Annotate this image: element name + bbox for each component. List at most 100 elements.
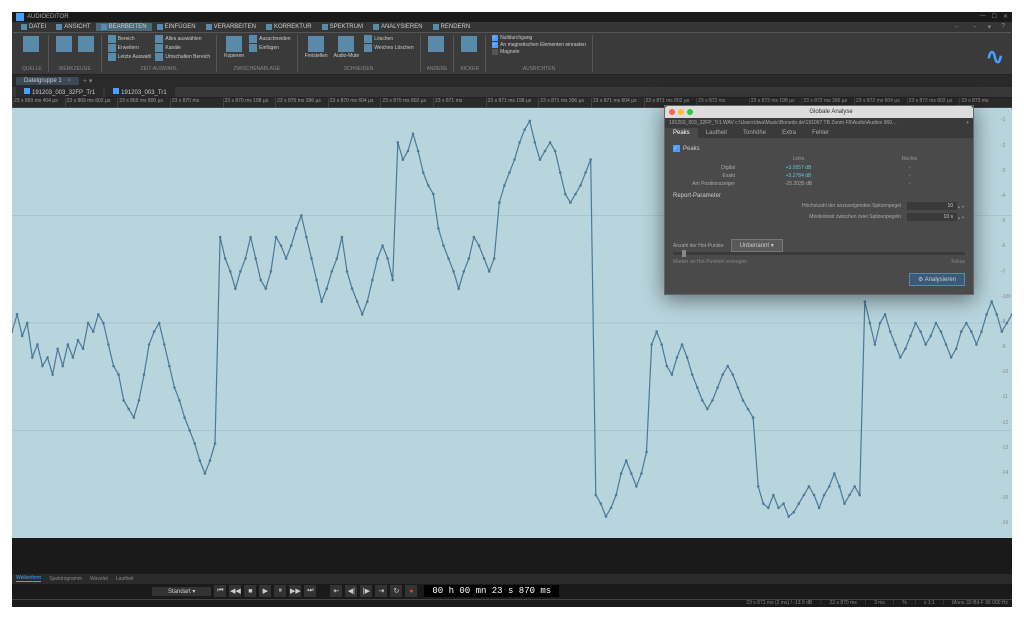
- level-tick: -4: [1001, 193, 1012, 199]
- nav-fwd-icon[interactable]: →: [968, 23, 981, 31]
- hotpoints-slider[interactable]: [673, 252, 965, 255]
- preset-select[interactable]: Standart ▾: [152, 587, 211, 596]
- level-tick: -7: [1001, 269, 1012, 275]
- stop-icon[interactable]: ■: [244, 585, 256, 597]
- file-tab[interactable]: 191203_003_Tr1: [105, 87, 174, 97]
- menu-rendern[interactable]: RENDERN: [428, 23, 476, 31]
- time-display: 00 h 00 mn 23 s 870 ms: [424, 585, 559, 597]
- ribbon-group-andere: ANDERE: [421, 35, 455, 73]
- level-tick: -16: [1001, 520, 1012, 526]
- ribbon-item[interactable]: Einfügen: [249, 44, 290, 52]
- dialog-titlebar[interactable]: Globale Analyse: [665, 106, 973, 118]
- ribbon-button[interactable]: [22, 35, 40, 54]
- ribbon-item[interactable]: Bereich: [108, 35, 152, 43]
- add-tab-icon[interactable]: + ▾: [83, 77, 93, 85]
- ribbon-item[interactable]: Ausschneiden: [249, 35, 290, 43]
- ribbon-group-quelle: QUELLE: [16, 35, 49, 73]
- nav-drop-icon[interactable]: ▾: [985, 23, 995, 31]
- loop-start-icon[interactable]: ⇤: [330, 585, 342, 597]
- play-icon[interactable]: ▶: [259, 585, 271, 597]
- ribbon-group-werkzeuge: WERKZEUGE: [49, 35, 102, 73]
- ribbon-button[interactable]: Freistellen: [304, 35, 329, 60]
- next-marker-icon[interactable]: |▶: [360, 585, 372, 597]
- time-tick: 23 s 870 ms 396 µs: [275, 98, 328, 107]
- dialog-tab-extra[interactable]: Extra: [774, 128, 804, 138]
- loop-end-icon[interactable]: ⇥: [375, 585, 387, 597]
- level-tick: -3: [1001, 168, 1012, 174]
- menu-ansicht[interactable]: ANSICHT: [51, 23, 95, 31]
- ribbon-button[interactable]: [55, 35, 73, 54]
- maximize-icon[interactable]: ☐: [992, 13, 997, 20]
- dialog-tab-peaks[interactable]: Peaks: [665, 128, 698, 138]
- loop-icon[interactable]: ↻: [390, 585, 402, 597]
- ribbon-item[interactable]: Erweitern: [108, 44, 152, 52]
- dialog-tab-fehler[interactable]: Fehler: [804, 128, 837, 138]
- column-header: Rechts: [854, 156, 965, 162]
- view-tab-spektrogramm[interactable]: Spektrogramm: [49, 576, 82, 582]
- view-tab-wavelet[interactable]: Wavelet: [90, 576, 108, 582]
- minimize-icon[interactable]: —: [980, 13, 986, 20]
- close-icon[interactable]: ×: [67, 78, 71, 84]
- ribbon-checkbox[interactable]: ✓Nulldurchgang: [492, 35, 586, 41]
- help-icon[interactable]: ?: [998, 23, 1008, 31]
- checkbox-label: Peaks: [683, 146, 700, 152]
- menu-bearbeiten[interactable]: BEARBEITEN: [96, 23, 152, 31]
- menu-spektrum[interactable]: SPEKTRUM: [317, 23, 368, 31]
- rename-button[interactable]: Unbenannt ▾: [731, 239, 783, 252]
- dialog-tab-tonhöhe[interactable]: Tonhöhe: [735, 128, 774, 138]
- file-tab[interactable]: 191203_003_32FP_Tr1: [16, 87, 103, 97]
- skip-start-icon[interactable]: ⏮: [214, 585, 226, 597]
- nav-back-icon[interactable]: ←: [951, 23, 964, 31]
- menu-analysieren[interactable]: ANALYSIEREN: [368, 23, 428, 31]
- ribbon-item[interactable]: Umschalten Bereich: [155, 53, 210, 61]
- ribbon-checkbox[interactable]: ✓An magnetischen Elementen einrasten: [492, 42, 586, 48]
- spinner-icon[interactable]: ▲▼: [957, 215, 965, 220]
- ribbon-button[interactable]: [77, 35, 95, 54]
- ribbon-button[interactable]: [427, 35, 445, 54]
- prev-marker-icon[interactable]: ◀|: [345, 585, 357, 597]
- ribbon-checkbox[interactable]: Magnete: [492, 49, 586, 55]
- ribbon-button[interactable]: Audio-Mute: [333, 35, 361, 60]
- doc-tab-label: Dateigruppe 1: [24, 78, 62, 84]
- menu-korrektur[interactable]: KORREKTUR: [261, 23, 317, 31]
- skip-end-icon[interactable]: ⏭: [304, 585, 316, 597]
- ribbon-group-ausrichten: ✓Nulldurchgang✓An magnetischen Elementen…: [486, 35, 593, 73]
- param-input[interactable]: 10: [907, 202, 957, 210]
- record-icon[interactable]: ●: [405, 585, 417, 597]
- ribbon-item[interactable]: Letzte Auswahl: [108, 53, 152, 61]
- level-tick: -6: [1001, 243, 1012, 249]
- param-input[interactable]: 10 s: [907, 213, 957, 221]
- ribbon-group-zwischenablage: KopierenAusschneidenEinfügenZWISCHENABLA…: [217, 35, 297, 73]
- ribbon-button[interactable]: Kopieren: [223, 35, 245, 60]
- pause-icon[interactable]: ⏸: [274, 585, 286, 597]
- rewind-icon[interactable]: ◀◀: [229, 585, 241, 597]
- ffwd-icon[interactable]: ▶▶: [289, 585, 301, 597]
- ribbon-group-kicker: KICKER: [454, 35, 486, 73]
- peaks-checkbox[interactable]: ✓ Peaks: [673, 145, 965, 152]
- ribbon-item[interactable]: Alles auswählen: [155, 35, 210, 43]
- level-scale-right: -1-2-3-4-5-6-7-100-8-9-10-11-12-13-14-15…: [1000, 108, 1012, 536]
- add-icon[interactable]: +: [966, 120, 969, 126]
- menu-datei[interactable]: DATEI: [16, 23, 51, 31]
- view-tab-wellenform[interactable]: Wellenform: [16, 575, 41, 582]
- ribbon-item[interactable]: Weiches Löschen: [364, 44, 413, 52]
- level-tick: -14: [1001, 470, 1012, 476]
- menu-verarbeiten[interactable]: VERARBEITEN: [201, 23, 261, 31]
- ribbon-item[interactable]: Löschen: [364, 35, 413, 43]
- view-tab-lautheit[interactable]: Lautheit: [116, 576, 134, 582]
- menu-einfügen[interactable]: EINFÜGEN: [152, 23, 201, 31]
- time-tick: 23 s 869 ms 404 µs: [12, 98, 65, 107]
- ribbon-item[interactable]: Kanäle: [155, 44, 210, 52]
- level-tick: -100: [1001, 294, 1012, 300]
- ribbon-button[interactable]: [460, 35, 478, 54]
- doc-tab[interactable]: Dateigruppe 1 ×: [16, 77, 79, 85]
- dialog-tab-lautheit[interactable]: Lautheit: [698, 128, 735, 138]
- overview-strip[interactable]: [12, 538, 1012, 574]
- maximize-icon[interactable]: [687, 109, 693, 115]
- close-icon[interactable]: ✕: [1003, 13, 1008, 20]
- section-label: Report-Parameter: [673, 193, 965, 199]
- spinner-icon[interactable]: ▲▼: [957, 204, 965, 209]
- minimize-icon[interactable]: [678, 109, 684, 115]
- close-icon[interactable]: [669, 109, 675, 115]
- analyze-button[interactable]: ⚙ Analysieren: [909, 273, 965, 286]
